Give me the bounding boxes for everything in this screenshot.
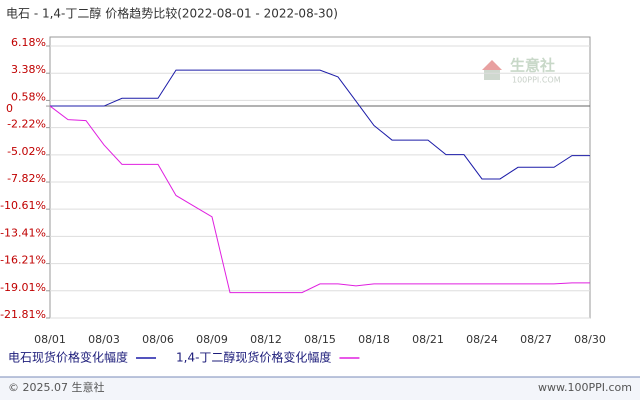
x-tick-label: 08/01 (34, 333, 66, 346)
x-tick-label: 08/03 (88, 333, 120, 346)
x-tick-label: 08/15 (304, 333, 336, 346)
y-tick-label: -21.81% (0, 308, 46, 321)
legend-label: 1,4-丁二醇现货价格变化幅度 (176, 350, 331, 365)
x-tick-label: 08/21 (412, 333, 444, 346)
y-tick-label: 0 (6, 102, 13, 115)
series-line (50, 69, 590, 180)
y-tick-label: 0.58% (11, 90, 46, 103)
x-tick-label: 08/06 (142, 333, 174, 346)
footer-copyright: © 2025.07 生意社 (8, 380, 104, 394)
footer-bar (0, 377, 640, 400)
chart-title: 电石 - 1,4-丁二醇 价格趋势比较(2022-08-01 - 2022-08… (6, 6, 338, 21)
y-tick-label: -10.61% (0, 199, 46, 212)
x-tick-label: 08/24 (466, 333, 498, 346)
watermark-name: 生意社 (510, 57, 555, 75)
watermark-site: 100PPI.COM (512, 76, 561, 85)
x-tick-label: 08/18 (358, 333, 390, 346)
watermark-logo (484, 70, 500, 80)
y-tick-label: 3.38% (11, 63, 46, 76)
x-tick-label: 08/12 (250, 333, 282, 346)
y-tick-label: -7.82% (7, 172, 46, 185)
y-tick-label: -13.41% (0, 226, 46, 239)
watermark-logo (482, 60, 502, 70)
y-tick-label: -16.21% (0, 254, 46, 267)
y-tick-label: -19.01% (0, 281, 46, 294)
watermark: 生意社 100PPI.COM (482, 57, 561, 85)
x-tick-label: 08/27 (520, 333, 552, 346)
y-tick-label: -2.22% (7, 118, 46, 131)
x-tick-label: 08/30 (574, 333, 606, 346)
legend-label: 电石现货价格变化幅度 (8, 350, 128, 365)
y-tick-label: -5.02% (7, 145, 46, 158)
x-tick-label: 08/09 (196, 333, 228, 346)
footer-site: www.100PPI.com (538, 381, 632, 394)
y-tick-label: 6.18% (11, 36, 46, 49)
series-line (49, 105, 590, 294)
plot-frame (49, 36, 591, 319)
